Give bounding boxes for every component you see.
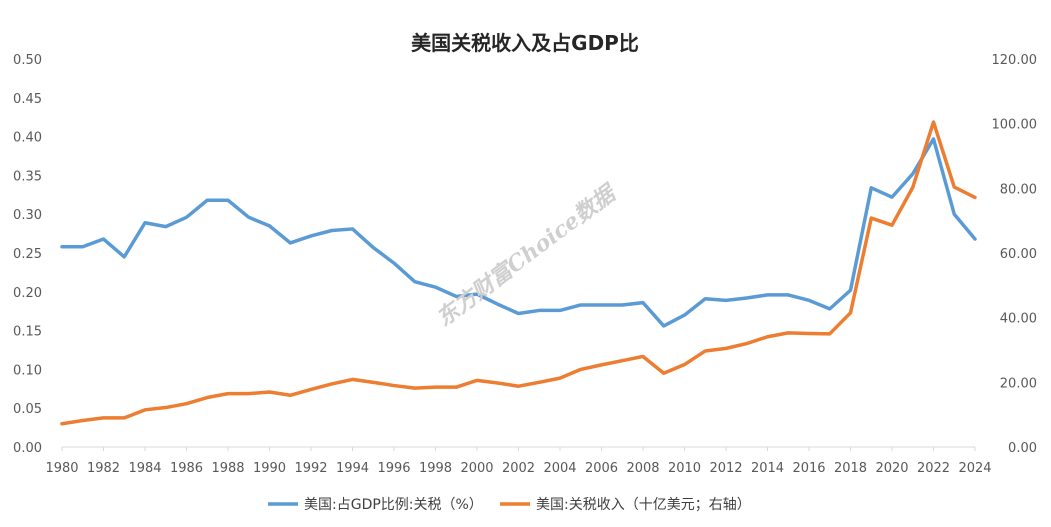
plot-area: [60, 120, 977, 426]
x-tick-label: 1980: [45, 461, 78, 476]
y-left-tick-label: 0.40: [13, 131, 42, 146]
x-tick-label: 1986: [170, 461, 203, 476]
legend-label-0: 美国:占GDP比例:关税（%）: [304, 497, 483, 513]
y-left-tick-label: 0.00: [13, 441, 42, 456]
y-right-tick-label: 0.00: [1008, 441, 1037, 456]
x-tick-label: 1994: [336, 461, 369, 476]
y-right-tick-label: 100.00: [992, 118, 1038, 133]
x-tick-label: 2024: [958, 461, 991, 476]
y-left-tick-label: 0.10: [13, 363, 42, 378]
x-tick-label: 2004: [543, 461, 576, 476]
x-tick-label: 2012: [709, 461, 742, 476]
y-right-tick-label: 80.00: [1000, 182, 1037, 197]
y-left-tick-label: 0.35: [13, 169, 42, 184]
x-tick-label: 2016: [792, 461, 825, 476]
x-tick-label: 1992: [294, 461, 327, 476]
x-tick-label: 1982: [87, 461, 120, 476]
x-tick-label: 2014: [751, 461, 784, 476]
x-tick-label: 2008: [626, 461, 659, 476]
x-tick-label: 1996: [377, 461, 410, 476]
x-tick-label: 2002: [502, 461, 535, 476]
series-line-0: [60, 137, 977, 328]
y-right-tick-label: 120.00: [992, 53, 1038, 68]
x-tick-label: 2010: [668, 461, 701, 476]
legend: 美国:占GDP比例:关税（%） 美国:关税收入（十亿美元；右轴）: [268, 497, 751, 513]
x-tick-label: 2000: [460, 461, 493, 476]
legend-label-1: 美国:关税收入（十亿美元；右轴）: [536, 497, 751, 513]
x-tick-label: 1984: [128, 461, 161, 476]
y-left-tick-label: 0.15: [13, 325, 42, 340]
y-right-tick-label: 20.00: [1000, 376, 1037, 391]
x-tick-label: 1988: [211, 461, 244, 476]
chart-title: 美国关税收入及占GDP比: [411, 31, 639, 55]
y-left-tick-label: 0.20: [13, 286, 42, 301]
x-tick-label: 2020: [875, 461, 908, 476]
y-right-tick-label: 40.00: [1000, 312, 1037, 327]
y-left-tick-label: 0.05: [13, 402, 42, 417]
series-line-1: [60, 120, 977, 426]
y-left-tick-label: 0.30: [13, 208, 42, 223]
x-tick-label: 2018: [834, 461, 867, 476]
y-left-tick-label: 0.50: [13, 53, 42, 68]
x-tick-label: 2022: [917, 461, 950, 476]
x-axis: 1980 1982 1984 1986 1988 1990 1992 1994 1996 1998…: [45, 447, 992, 476]
x-tick-label: 1998: [419, 461, 452, 476]
y-axis-left: 0.00 0.05 0.10 0.15 0.20 0.25 0.30 0.35 0.40 0.45…: [13, 53, 42, 456]
watermark: 东方财富Choice数据: [432, 179, 623, 332]
x-tick-label: 2006: [585, 461, 618, 476]
y-left-tick-label: 0.25: [13, 247, 42, 262]
y-left-tick-label: 0.45: [13, 92, 42, 107]
y-right-tick-label: 60.00: [1000, 247, 1037, 262]
y-axis-right: 0.00 20.00 40.00 60.00 80.00 100.00 120.00: [992, 53, 1038, 456]
x-tick-label: 1990: [253, 461, 286, 476]
